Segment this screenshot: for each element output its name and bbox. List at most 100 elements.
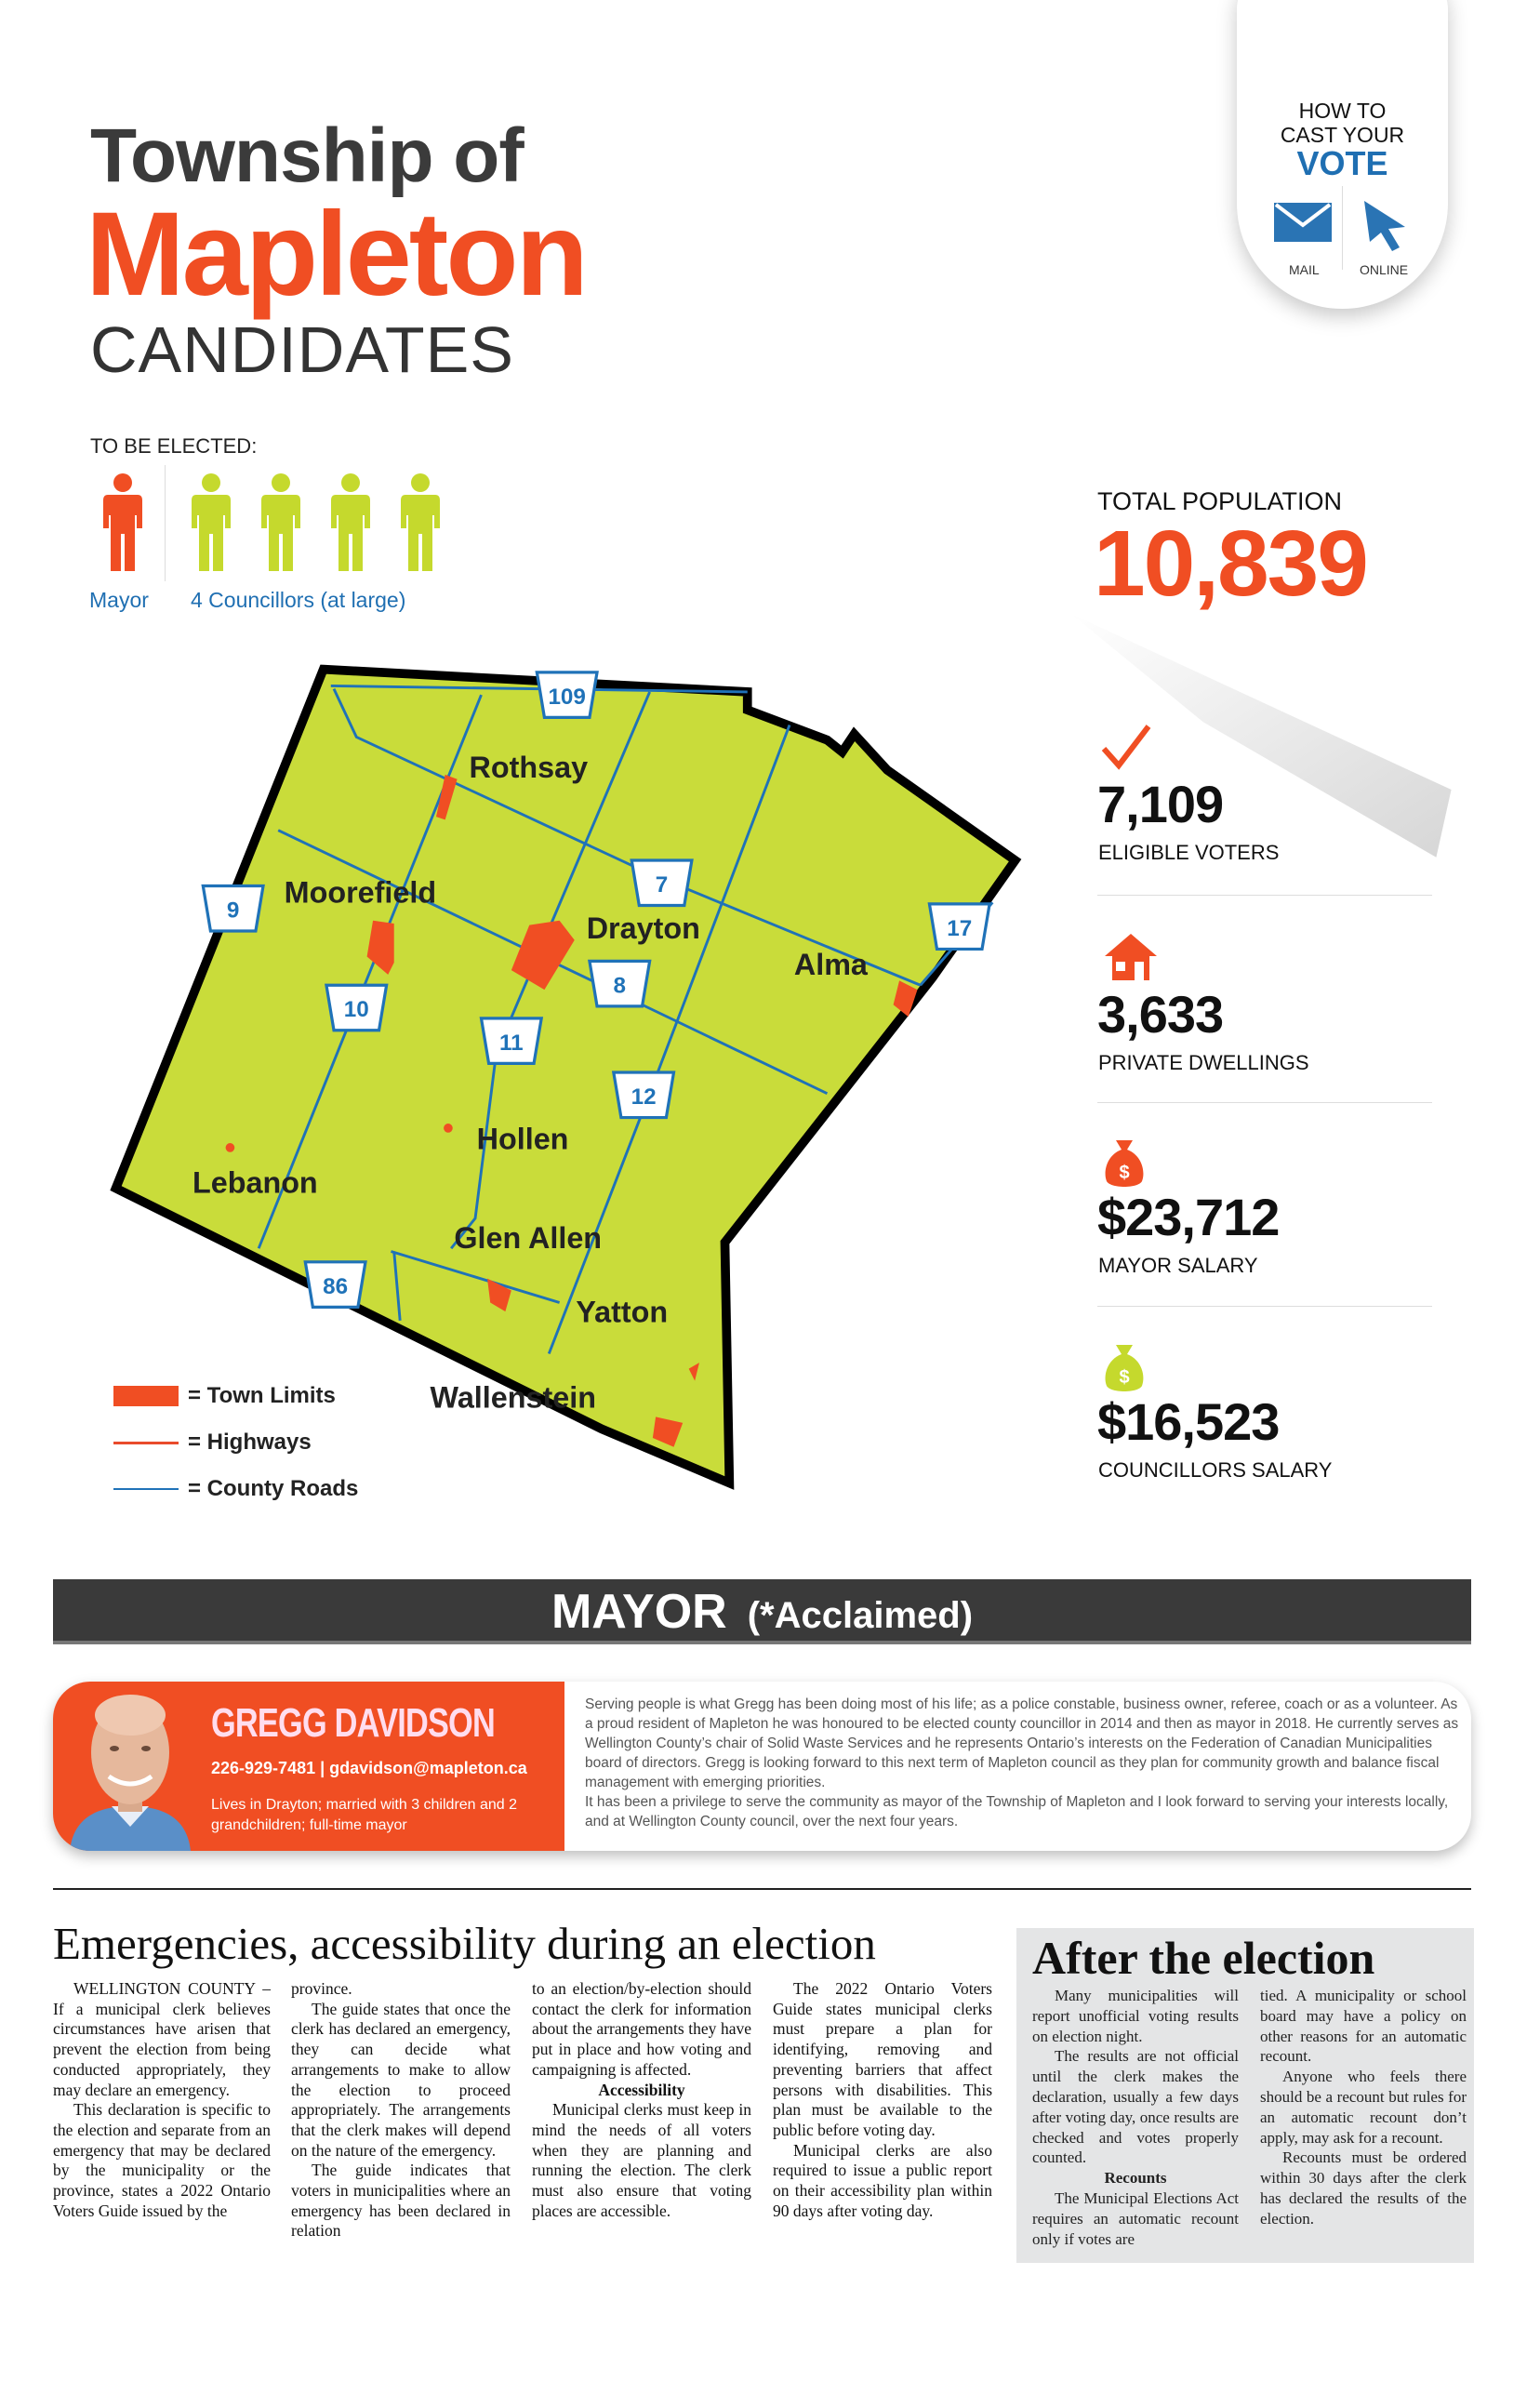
township-boundary [110,664,1022,1490]
article-headline: Emergencies, accessibility during an ele… [53,1918,876,1969]
article-paragraph: This declaration is specific to the elec… [53,2100,271,2220]
councillors-salary-label: COUNCILLORS SALARY [1098,1458,1333,1482]
town-small [688,1363,699,1381]
county-roads-swatch [113,1488,179,1490]
article-paragraph: Municipal clerks must keep in mind the n… [532,2100,751,2220]
after-column-1: Many municipalities will report unoffici… [1032,1986,1239,2249]
road-number: 17 [947,916,972,941]
legend-label: = Town Limits [188,1383,336,1408]
road-number: 7 [656,872,669,898]
badge-separator [1342,186,1343,270]
town-alma [893,980,918,1018]
road-shield-109: 109 [535,671,599,720]
title-candidates: CANDIDATES [90,313,514,386]
population-label: TOTAL POPULATION [1097,487,1343,515]
road-shield-8: 8 [588,959,652,1008]
councillor-figure-icon [330,472,371,578]
place-label: Glen Allen [454,1221,602,1255]
article-paragraph: province. [291,1979,352,1998]
badge-line-1: HOW TO [1298,99,1387,123]
acclaimed-note: (*Acclaimed) [747,1595,974,1636]
candidate-details: Lives in Drayton; married with 3 childre… [211,1797,518,1833]
legend-label: = Highways [188,1430,312,1455]
road-number: 11 [499,1031,524,1056]
place-label: Yatton [576,1296,668,1329]
bio-paragraph: It has been a privilege to serve the com… [585,1794,1449,1829]
divider [1097,1306,1432,1307]
article-paragraph: to an election/by-election should contac… [532,1979,751,2079]
road-shield-12: 12 [611,1071,676,1120]
after-election-box: After the election Many municipalities w… [1016,1928,1474,2263]
town-wallenstein [652,1417,684,1447]
road-number: 10 [344,997,369,1022]
mayor-salary-label: MAYOR SALARY [1098,1254,1258,1277]
article-subheading: Accessibility [598,2080,685,2099]
councillors-label: 4 Councillors (at large) [191,588,406,612]
money-bag-icon: $ [1105,1140,1144,1187]
after-paragraph: Recounts must be ordered within 30 days … [1260,2148,1467,2228]
svg-text:$: $ [1119,1367,1129,1388]
county-road [450,691,651,1250]
divider [1097,895,1432,896]
road-shield-11: 11 [479,1017,544,1065]
eligible-voters-label: ELIGIBLE VOTERS [1098,841,1280,864]
place-label: Lebanon [192,1165,318,1199]
title-line-1: Township of [90,113,524,198]
town-lebanon [225,1143,235,1152]
article-paragraph: WELLINGTON COUNTY – If a municipal clerk… [53,1979,271,2099]
private-dwellings-value: 3,633 [1097,985,1224,1044]
map-legend: = Town Limits = Highways = County Roads [113,1373,358,1512]
candidate-name: GREGG DAVIDSON [211,1700,496,1746]
article-column-3: to an election/by-election should contac… [532,1979,751,2221]
after-paragraph: Many municipalities will report unoffici… [1032,1987,1239,2045]
road-shields: 109 9 7 17 10 8 11 12 86 [201,671,992,1309]
house-icon [1105,934,1157,980]
after-paragraph: tied. A municipality or school board may… [1260,1987,1467,2066]
road-number: 86 [323,1274,348,1299]
place-label: Hollen [477,1123,569,1156]
article-column-1: WELLINGTON COUNTY – If a municipal clerk… [53,1979,271,2221]
svg-text:$: $ [1119,1163,1129,1183]
councillor-figure-icon [400,472,441,578]
after-paragraph: The Municipal Elections Act requires an … [1032,2188,1239,2248]
article-column-2: province. The guide states that once the… [291,1979,511,2241]
place-label: Wallenstein [431,1381,596,1415]
after-subheading: Recounts [1104,2169,1167,2188]
town-limits [225,774,918,1447]
county-road [391,1250,561,1304]
bio-paragraph: Serving people is what Gregg has been do… [585,1696,1459,1790]
road-number: 9 [227,898,240,923]
councillor-figure-icon [260,472,301,578]
mayor-section-header: MAYOR (*Acclaimed) [53,1579,1471,1644]
road-number: 109 [548,685,585,710]
after-column-2: tied. A municipality or school board may… [1260,1986,1467,2229]
town-moorefield [366,920,394,975]
town-hollen [444,1124,453,1133]
mayor-label: Mayor [89,588,149,612]
eligible-voters-value: 7,109 [1097,775,1224,833]
online-label: ONLINE [1360,262,1409,277]
article-column-4: The 2022 Ontario Voters Guide states mun… [773,1979,992,2221]
how-to-vote-badge: HOW TO CAST YOUR VOTE MAIL ONLINE [1237,0,1448,309]
article-paragraph: The guide states that once the clerk has… [291,1999,511,2160]
county-road [392,1251,402,1322]
town-drayton [511,920,575,991]
place-label: Drayton [587,911,700,945]
road-shield-86: 86 [303,1260,367,1309]
town-glen-allen [486,1278,511,1312]
article-paragraph: The 2022 Ontario Voters Guide states mun… [773,1979,992,2139]
highways-swatch [113,1441,179,1444]
candidate-photo [70,1695,191,1851]
section-rule [53,1888,1471,1890]
after-election-headline: After the election [1032,1932,1375,1984]
cursor-icon [1364,201,1405,251]
mayor-figure-icon [102,472,143,578]
after-paragraph: The results are not official until the c… [1032,2047,1239,2167]
checkmark-icon [1101,725,1151,770]
county-road [332,688,922,987]
road-shield-17: 17 [927,902,992,951]
mayor-section-title: MAYOR [551,1585,727,1639]
money-bag-icon: $ [1105,1345,1144,1391]
legend-label: = County Roads [188,1476,359,1501]
